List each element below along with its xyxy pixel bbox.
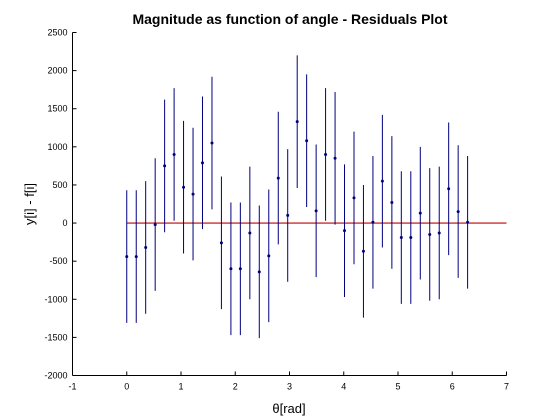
- y-ticks: -2000 -1500 -1000 -500 0 500 1000 1500 2000 2500: [44, 28, 77, 381]
- data-point: [134, 255, 138, 259]
- data-point: [267, 254, 271, 258]
- data-point: [248, 231, 252, 235]
- data-point: [456, 210, 460, 214]
- chart-title: Magnitude as function of angle - Residua…: [132, 11, 447, 27]
- x-tick-label: 1: [178, 382, 183, 392]
- data-point: [229, 267, 233, 271]
- x-tick-label: 2: [233, 382, 238, 392]
- data-point: [125, 255, 129, 259]
- data-point: [153, 223, 157, 227]
- x-tick-label: 6: [450, 382, 455, 392]
- plot-area: [72, 32, 507, 376]
- data-point: [324, 152, 328, 156]
- data-point: [361, 249, 365, 253]
- data-point: [466, 220, 470, 224]
- data-point: [380, 179, 384, 183]
- x-tick-label: 0: [124, 382, 129, 392]
- data-point: [276, 176, 280, 180]
- y-tick-label: -500: [49, 256, 67, 266]
- y-tick-label: 0: [62, 218, 67, 228]
- y-tick-label: 1500: [47, 104, 67, 114]
- data-point: [305, 139, 309, 143]
- data-point: [314, 209, 318, 213]
- y-tick-label: 2000: [47, 66, 67, 76]
- data-point: [182, 185, 186, 189]
- data-point: [390, 200, 394, 204]
- y-tick-label: 500: [52, 180, 67, 190]
- data-point: [144, 245, 148, 249]
- x-ticks: -1 0 1 2 3 4 5 6 7: [68, 371, 509, 392]
- x-axis-label: θ[rad]: [272, 401, 305, 416]
- data-point: [200, 161, 204, 165]
- data-point: [286, 213, 290, 217]
- data-point: [333, 156, 337, 160]
- y-tick-label: -1500: [44, 332, 67, 342]
- x-tick-label: 7: [504, 382, 509, 392]
- x-tick-label: 4: [341, 382, 346, 392]
- data-point: [418, 211, 422, 215]
- y-tick-label: -2000: [44, 371, 67, 381]
- y-tick-label: 1000: [47, 142, 67, 152]
- data-point: [210, 141, 214, 145]
- x-tick-label: 3: [287, 382, 292, 392]
- data-point: [163, 164, 167, 168]
- x-tick-label: 5: [395, 382, 400, 392]
- y-axis-label: y[i] - f[i]: [22, 183, 37, 225]
- data-point: [238, 267, 242, 271]
- data-point: [343, 229, 347, 233]
- data-point: [191, 192, 195, 196]
- x-tick-label: -1: [68, 382, 76, 392]
- y-tick-label: 2500: [47, 28, 67, 38]
- data-point: [447, 187, 451, 191]
- data-point: [219, 241, 223, 245]
- data-point: [172, 152, 176, 156]
- data-point: [437, 231, 441, 235]
- data-point: [352, 196, 356, 200]
- data-point: [257, 270, 261, 274]
- data-point: [295, 120, 299, 124]
- data-point: [371, 220, 375, 224]
- data-point: [428, 232, 432, 236]
- data-point: [399, 236, 403, 240]
- data-layer: [125, 55, 507, 339]
- y-tick-label: -1000: [44, 294, 67, 304]
- data-point: [409, 236, 413, 240]
